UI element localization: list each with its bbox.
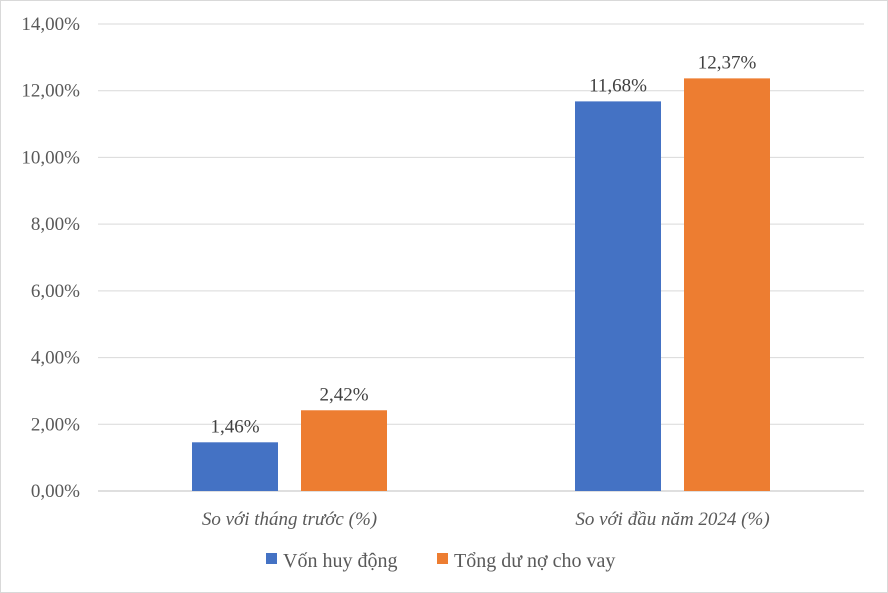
y-tick-label: 12,00%: [21, 81, 80, 102]
y-tick-label: 8,00%: [31, 214, 80, 235]
data-label: 11,68%: [589, 75, 647, 96]
bar: [684, 78, 770, 492]
data-label: 2,42%: [319, 384, 368, 405]
legend-swatch: [266, 553, 277, 564]
y-tick-label: 0,00%: [31, 481, 80, 502]
x-category-label: So với tháng trước (%): [202, 509, 377, 530]
data-label: 12,37%: [698, 52, 757, 73]
bar: [301, 410, 387, 491]
y-tick-label: 14,00%: [21, 14, 80, 35]
y-tick-label: 6,00%: [31, 281, 80, 302]
legend-swatch: [437, 553, 448, 564]
y-tick-label: 2,00%: [31, 414, 80, 435]
data-label: 1,46%: [210, 416, 259, 437]
x-category-label: So với đầu năm 2024 (%): [575, 509, 769, 530]
legend-label: Tổng dư nợ cho vay: [454, 550, 615, 572]
bar: [192, 442, 278, 491]
y-tick-label: 4,00%: [31, 348, 80, 369]
bar: [575, 101, 661, 491]
legend-label: Vốn huy động: [283, 550, 397, 572]
y-tick-label: 10,00%: [21, 147, 80, 168]
